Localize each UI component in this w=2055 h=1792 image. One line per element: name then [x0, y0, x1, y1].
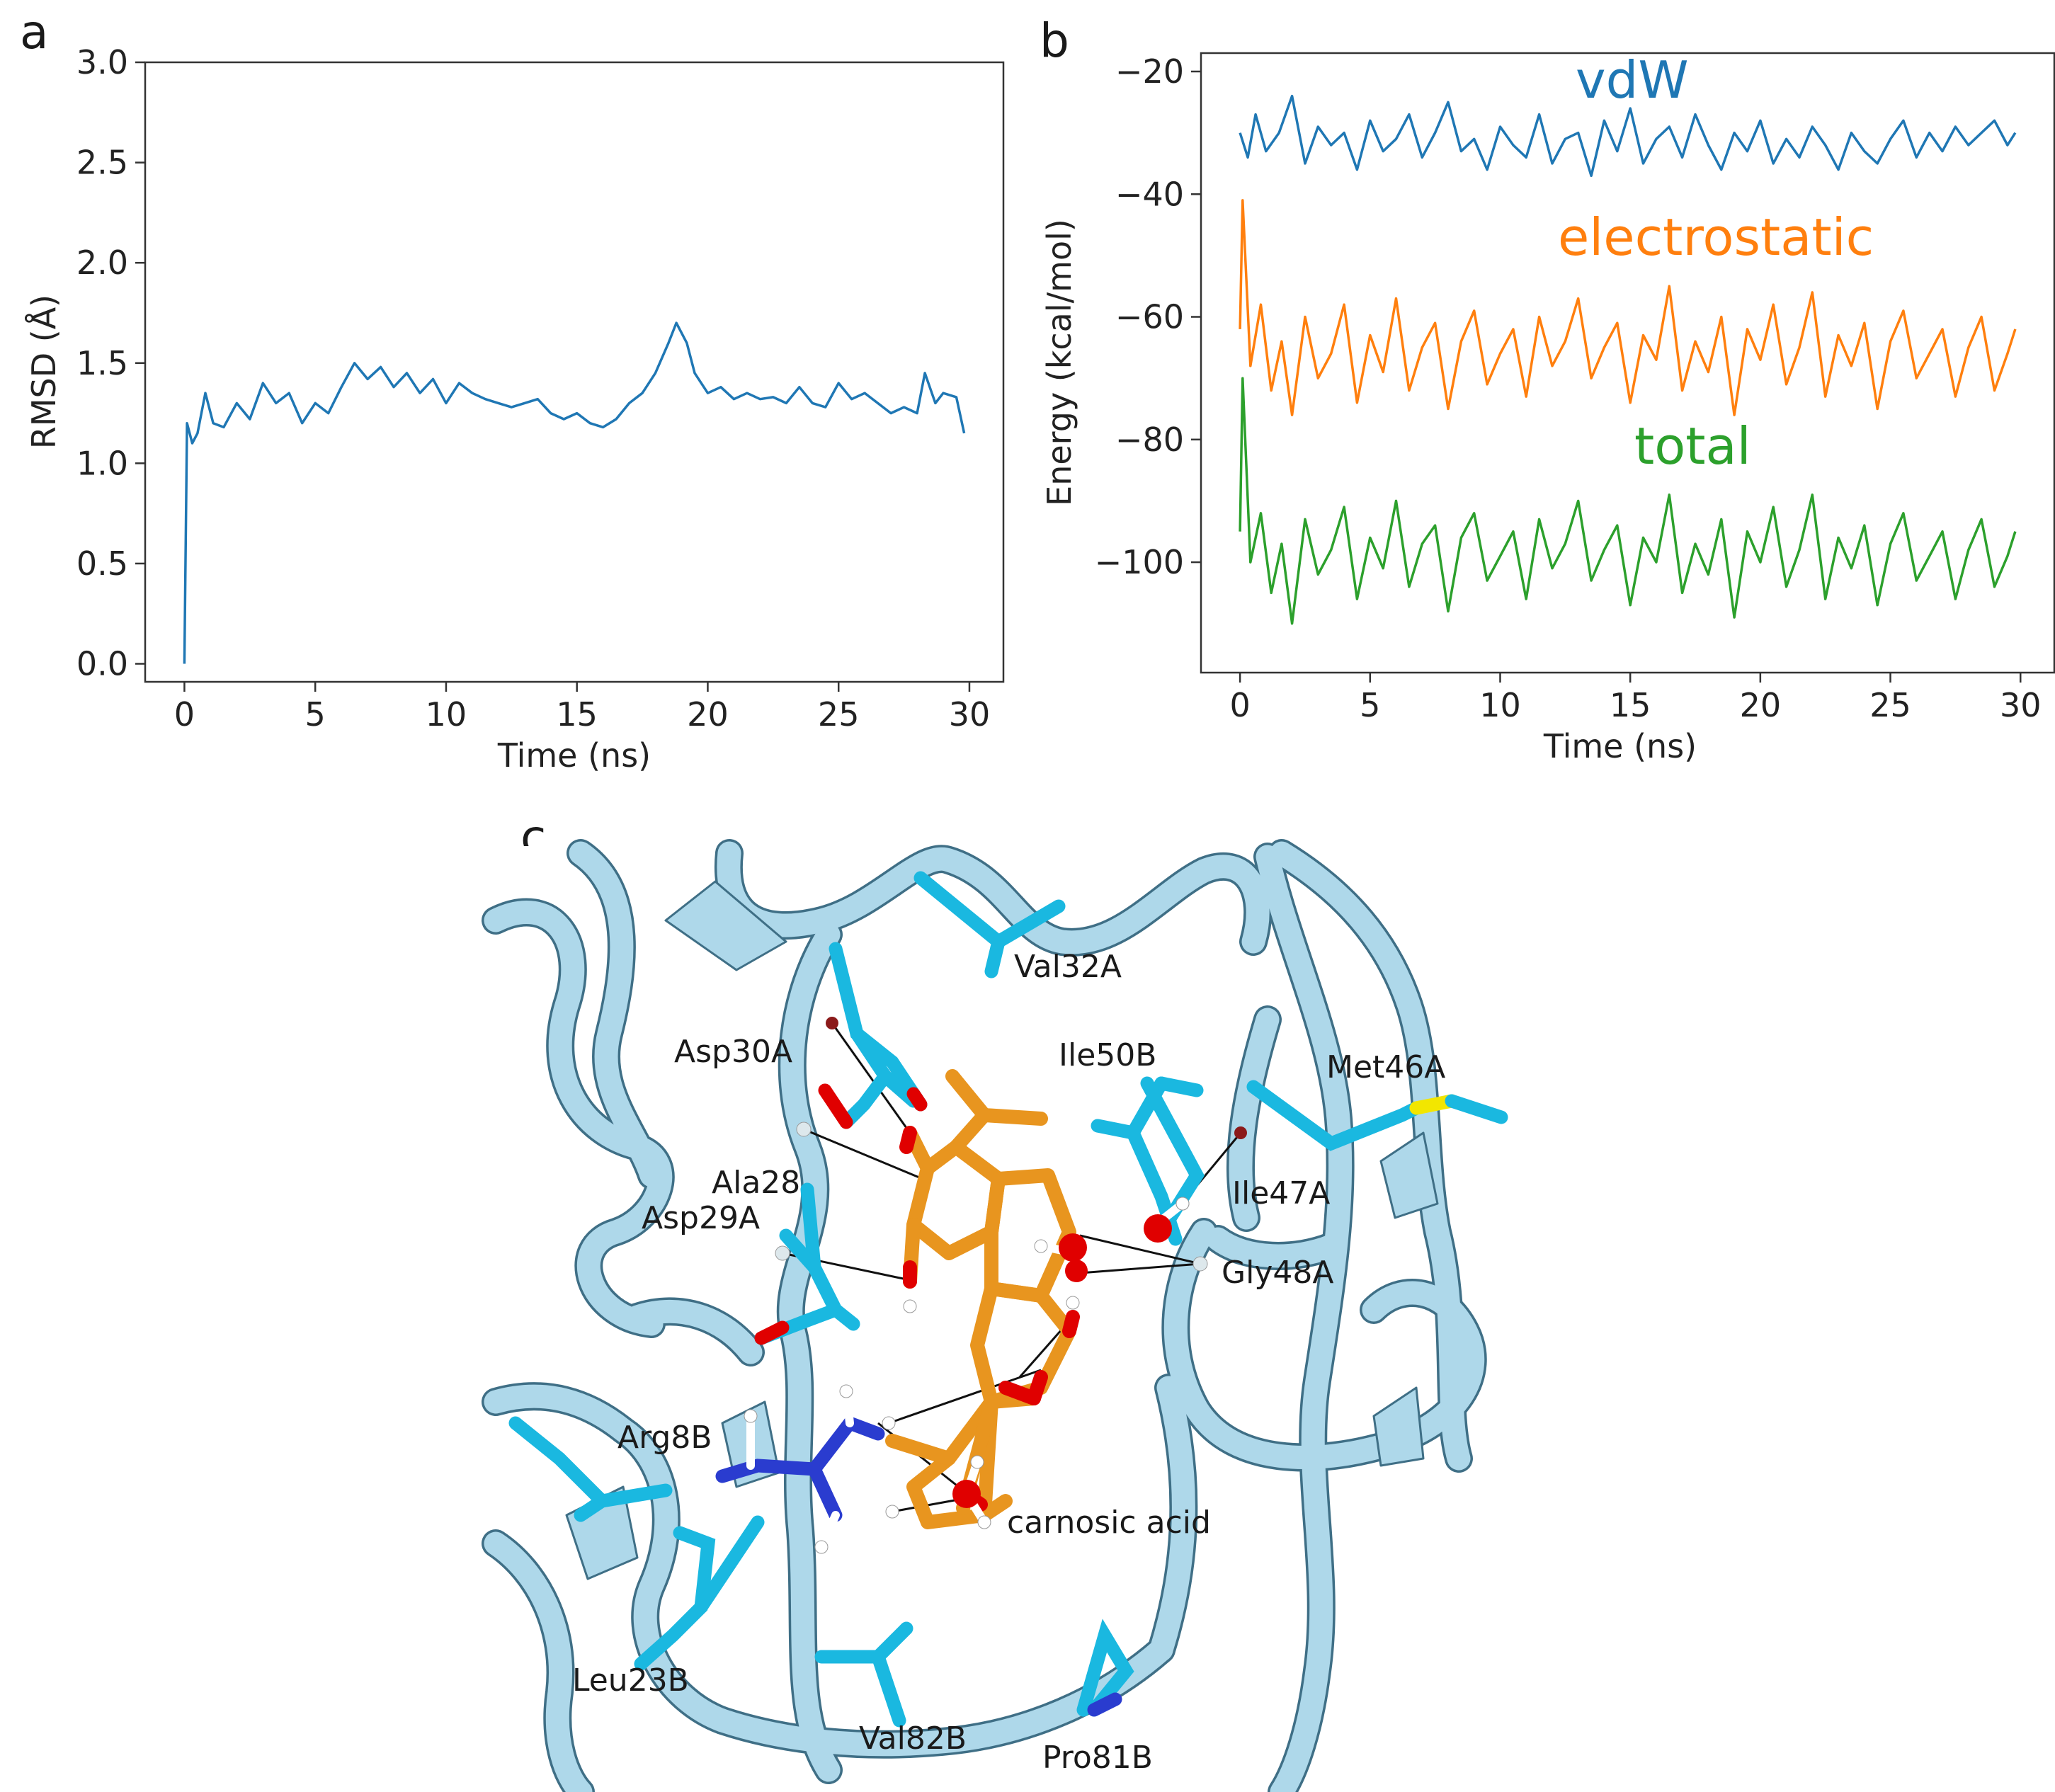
chartB-series-line-total — [1239, 377, 2017, 625]
rmsd-plot-frame — [144, 61, 1005, 683]
energy-y-axis-title: Energy (kcal/mol) — [1040, 219, 1078, 506]
energy-plot-frame — [1200, 52, 2055, 674]
hydrogen-atoms — [744, 1017, 1247, 1554]
residue-labels: Val32A Asp30A Ile50B Met46A Ala28 Asp29A… — [572, 949, 1445, 1776]
chartA-x-tick-label: 5 — [305, 695, 326, 734]
chartA-x-tick-label: 30 — [949, 695, 991, 734]
label-asp29a: Asp29A — [642, 1200, 760, 1236]
rmsd-chart: 0 5 10 15 20 25 30 0.0 0.5 1.0 1.5 2.0 2.5 3.0 Time (… — [25, 43, 1005, 775]
panel-label-b: b — [1040, 13, 1069, 68]
chartA-x-tick-label: 25 — [818, 695, 860, 734]
chartA-x-tick-label: 20 — [687, 695, 729, 734]
label-ala28: Ala28 — [712, 1165, 800, 1201]
label-val32a: Val32A — [1014, 949, 1122, 985]
label-carnosic-acid: carnosic acid — [1007, 1505, 1211, 1541]
residue-sticks — [508, 871, 1423, 1728]
chartB-x-tick-label: 0 — [1229, 686, 1250, 724]
chartB-series-line-electrostatic — [1239, 199, 2017, 416]
chartA-series-line-0 — [183, 321, 966, 664]
chartB-x-tick-label: 20 — [1740, 686, 1782, 724]
series-label-total: total — [1634, 416, 1751, 476]
label-leu23b: Leu23B — [572, 1662, 689, 1699]
chartA-y-tick-label: 0.0 — [76, 645, 128, 683]
chartA-x-tick-label: 10 — [426, 695, 467, 734]
chartB-y-tick-label: −60 — [1115, 298, 1184, 336]
chartA-y-tick-label: 1.0 — [76, 444, 128, 482]
chartA-y-tick-label: 0.5 — [76, 544, 128, 583]
chartB-y-tick-label: −40 — [1115, 175, 1184, 213]
energy-chart: 0 5 10 15 20 25 30 −100 −80 −60 −40 −20 vdW electro… — [1040, 50, 2055, 765]
panel-label-a: a — [20, 5, 48, 59]
chartA-y-tick-label: 2.5 — [76, 144, 128, 182]
chartA-x-tick-label: 0 — [174, 695, 195, 734]
label-ile50b: Ile50B — [1059, 1037, 1156, 1073]
chartB-y-tick-label: −80 — [1115, 421, 1184, 459]
chartB-y-tick-label: −100 — [1095, 543, 1184, 581]
chartB-x-tick-label: 30 — [2000, 686, 2042, 724]
rmsd-x-axis-title: Time (ns) — [497, 736, 651, 775]
label-pro81b: Pro81B — [1042, 1740, 1153, 1776]
protein-ligand-structure: Val32A Asp30A Ile50B Met46A Ala28 Asp29A… — [482, 839, 1508, 1792]
label-asp30a: Asp30A — [674, 1034, 792, 1070]
label-val82b: Val82B — [859, 1720, 967, 1757]
water-molecules — [952, 1197, 1190, 1529]
rmsd-y-axis-title: RMSD (Å) — [25, 295, 63, 449]
chartA-y-tick-label: 1.5 — [76, 344, 128, 382]
chartA-x-tick-label: 15 — [556, 695, 598, 734]
label-ile47a: Ile47A — [1232, 1175, 1330, 1211]
chartB-x-tick-label: 15 — [1610, 686, 1651, 724]
chartB-x-tick-label: 5 — [1360, 686, 1380, 724]
series-label-electrostatic: electrostatic — [1558, 207, 1874, 267]
label-gly48a: Gly48A — [1222, 1255, 1333, 1291]
chartA-y-tick-label: 3.0 — [76, 43, 128, 81]
chartB-x-tick-label: 25 — [1869, 686, 1911, 724]
chartB-y-tick-label: −20 — [1115, 52, 1184, 91]
energy-x-axis-title: Time (ns) — [1543, 727, 1697, 765]
label-met46a: Met46A — [1326, 1049, 1445, 1085]
chartB-x-tick-label: 10 — [1479, 686, 1521, 724]
chartA-y-tick-label: 2.0 — [76, 244, 128, 282]
label-arg8b: Arg8B — [617, 1420, 712, 1456]
chartB-series-line-vdw — [1239, 94, 2017, 178]
arg8b-guanidinium — [715, 1387, 885, 1551]
series-label-vdw: vdW — [1576, 50, 1689, 110]
residue-oxygens — [754, 1083, 928, 1345]
